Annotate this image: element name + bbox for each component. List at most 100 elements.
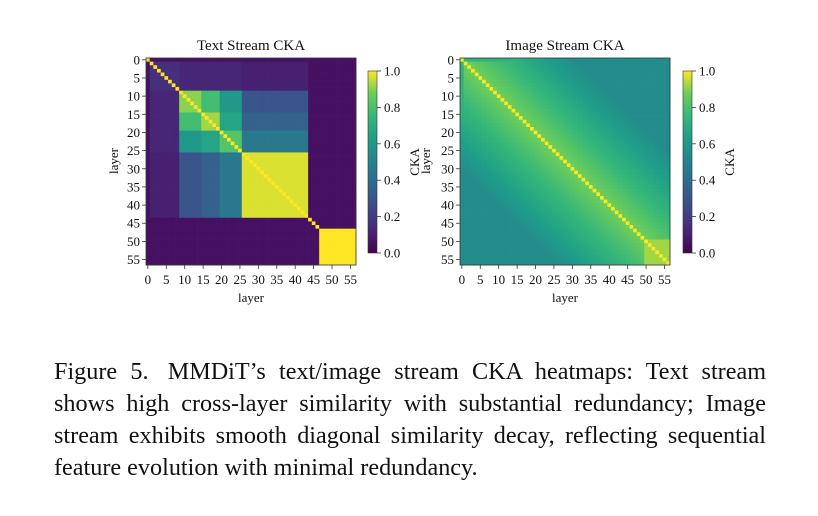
- text-stream-cell: [315, 221, 320, 226]
- image-stream-cell: [474, 148, 479, 153]
- text-stream-cell: [271, 261, 276, 266]
- text-stream-cell: [308, 79, 313, 84]
- image-stream-cell: [463, 58, 468, 62]
- image-stream-cell: [629, 112, 634, 117]
- image-stream-cell: [588, 145, 593, 150]
- text-stream-cell: [267, 239, 272, 244]
- image-stream-cell: [577, 90, 582, 95]
- image-stream-cell: [474, 156, 479, 161]
- image-stream-cell: [504, 116, 509, 121]
- image-stream-cell: [603, 130, 608, 135]
- image-stream-cell: [618, 112, 623, 117]
- text-stream-cell: [212, 101, 217, 106]
- text-stream-cell: [260, 170, 265, 175]
- image-stream-cell: [474, 130, 479, 135]
- text-stream-cell: [249, 163, 254, 168]
- image-stream-cell: [467, 97, 472, 102]
- text-stream-cell: [289, 156, 294, 161]
- text-stream-cell: [204, 97, 209, 102]
- text-stream-cell: [153, 145, 158, 150]
- text-stream-cell: [179, 152, 184, 157]
- text-stream-cell: [341, 145, 346, 150]
- text-stream-cell: [252, 90, 257, 95]
- text-stream-cell: [168, 166, 173, 171]
- text-stream-cell: [293, 206, 298, 211]
- text-stream-cell: [157, 250, 162, 255]
- text-stream-cell: [322, 221, 327, 226]
- image-stream-cell: [603, 141, 608, 146]
- image-stream-cell: [596, 97, 601, 102]
- text-stream-cell: [289, 261, 294, 266]
- text-stream-cell: [344, 163, 349, 168]
- image-stream-cell: [614, 76, 619, 81]
- text-stream-cell: [256, 217, 261, 222]
- text-stream-cell: [193, 61, 198, 66]
- text-stream-cell: [160, 254, 165, 259]
- text-stream-cell: [315, 250, 320, 255]
- text-stream-cell: [146, 58, 151, 62]
- text-stream-cell: [330, 105, 335, 110]
- text-stream-cell: [348, 61, 353, 66]
- image-stream-cell: [518, 130, 523, 135]
- image-stream-cell: [482, 90, 487, 95]
- text-stream-cell: [186, 239, 191, 244]
- image-stream-cell: [518, 65, 523, 70]
- image-stream-cell: [474, 159, 479, 164]
- text-stream-cell: [330, 83, 335, 88]
- image-stream-cell: [629, 134, 634, 139]
- image-stream-cell: [518, 145, 523, 150]
- text-stream-cell: [149, 210, 154, 215]
- image-stream-cell: [493, 148, 498, 153]
- text-stream-cell: [252, 228, 257, 233]
- text-stream-cell: [238, 210, 243, 215]
- image-stream-cell: [533, 141, 538, 146]
- text-stream-cell: [271, 76, 276, 81]
- text-stream-cell: [267, 254, 272, 259]
- text-stream-cell: [204, 163, 209, 168]
- text-stream-cell: [282, 68, 287, 73]
- image-stream-cell: [581, 83, 586, 88]
- text-stream-cell: [260, 257, 265, 262]
- image-stream-cell: [467, 94, 472, 99]
- image-stream-cell: [596, 141, 601, 146]
- text-stream-cell: [223, 65, 228, 70]
- text-stream-cell: [300, 217, 305, 222]
- text-stream-cell: [352, 105, 357, 110]
- text-stream-cell: [193, 199, 198, 204]
- image-stream-cell: [592, 141, 597, 146]
- image-stream-cell: [596, 94, 601, 99]
- text-stream-cell: [252, 214, 257, 219]
- text-stream-cell: [227, 210, 232, 215]
- text-stream-cell: [230, 72, 235, 77]
- image-stream-cell: [496, 112, 501, 117]
- image-stream-cell: [463, 152, 468, 157]
- text-stream-cell: [234, 145, 239, 150]
- text-stream-cell: [182, 148, 187, 153]
- image-stream-cell: [581, 79, 586, 84]
- text-stream-cell: [352, 156, 357, 161]
- image-stream-cell: [500, 159, 505, 164]
- image-stream-cell: [541, 123, 546, 128]
- text-stream-y-tick-label: 15: [127, 107, 140, 122]
- text-stream-cell: [182, 137, 187, 142]
- text-stream-cell: [175, 185, 180, 190]
- text-stream-cell: [282, 225, 287, 230]
- image-stream-cell: [526, 134, 531, 139]
- text-stream-cell: [157, 145, 162, 150]
- text-stream-cell: [230, 148, 235, 153]
- text-stream-cell: [160, 261, 165, 266]
- image-stream-cell: [651, 127, 656, 131]
- text-stream-cell: [311, 199, 316, 204]
- image-stream-cell: [618, 61, 623, 66]
- image-stream-cell: [537, 58, 542, 62]
- image-stream-cell: [647, 87, 652, 92]
- image-stream-cell: [636, 87, 641, 92]
- image-stream-cell: [618, 141, 623, 146]
- text-stream-cell: [293, 90, 298, 95]
- text-stream-cell: [308, 101, 313, 106]
- image-stream-cell: [485, 83, 490, 88]
- text-stream-cell: [186, 79, 191, 84]
- text-stream-cell: [282, 97, 287, 102]
- text-stream-cell: [297, 141, 302, 146]
- text-stream-cell: [286, 196, 291, 200]
